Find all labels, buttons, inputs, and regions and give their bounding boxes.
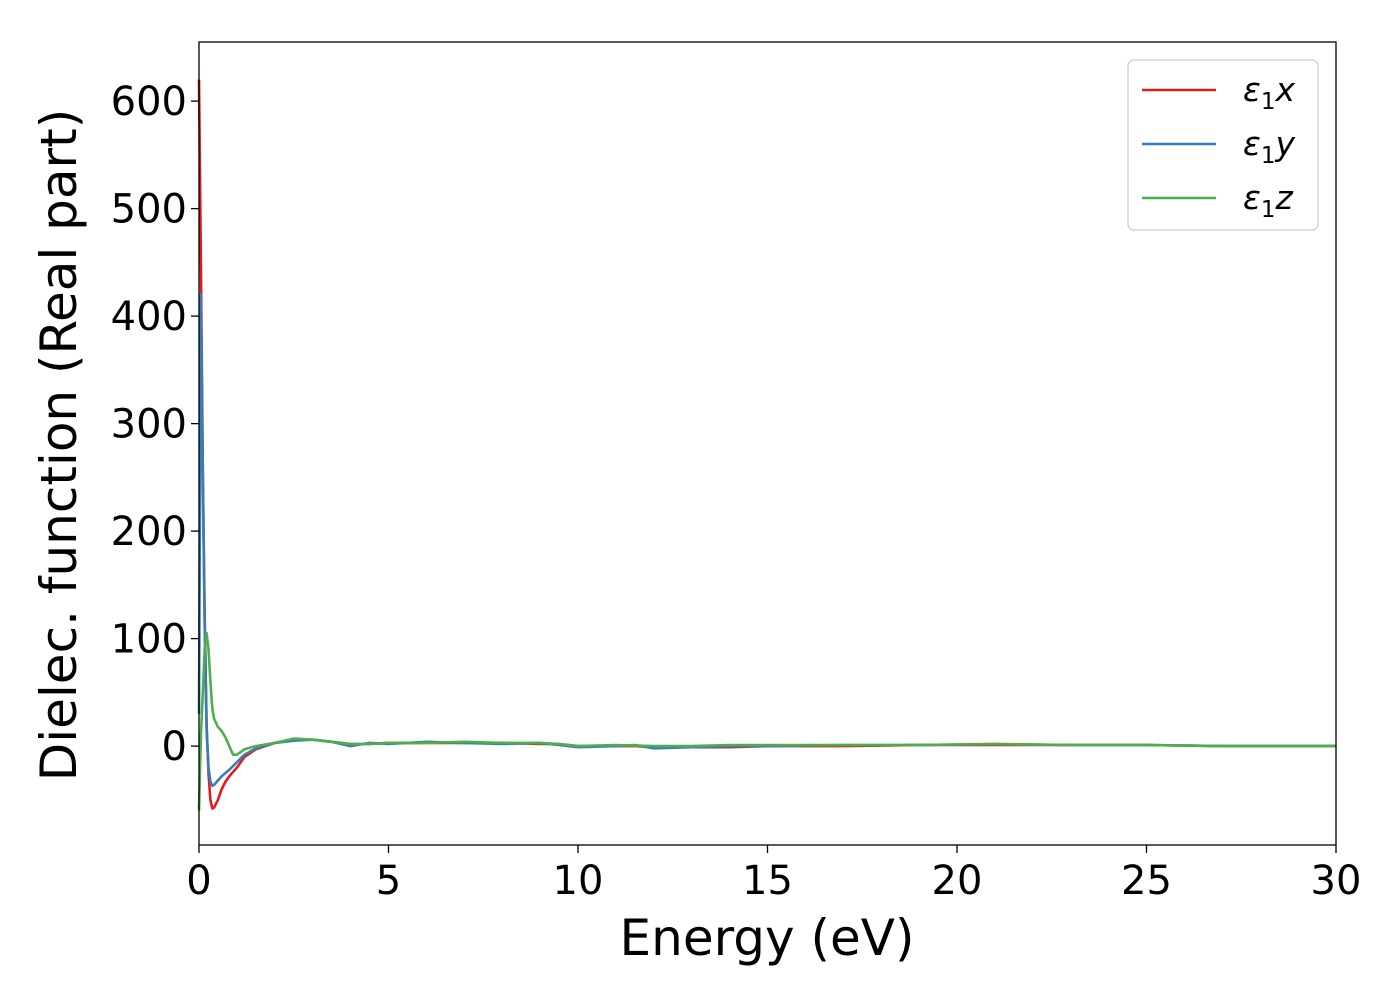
y-tick-label: 100	[111, 617, 187, 663]
x-axis-label: Energy (eV)	[620, 909, 915, 967]
series-line-y	[197, 293, 1336, 788]
plot-lines	[197, 79, 1336, 811]
y-tick-label: 200	[111, 509, 187, 555]
legend: ε1x ε1y ε1z	[1127, 59, 1319, 231]
legend-label-z: ε1z	[1243, 178, 1293, 223]
y-tick-label: 0	[162, 724, 187, 770]
series-line-z	[197, 631, 1336, 811]
x-tick-label: 0	[186, 858, 211, 904]
x-axis-ticks: 0 5 10 15 20 25 30	[186, 845, 1361, 904]
y-axis-label: Dielec. function (Real part)	[30, 109, 88, 781]
x-tick-label: 15	[742, 858, 793, 904]
x-tick-label: 30	[1311, 858, 1362, 904]
x-tick-label: 20	[932, 858, 983, 904]
legend-label-y: ε1y	[1243, 124, 1295, 169]
x-tick-label: 10	[553, 858, 604, 904]
y-tick-label: 400	[111, 294, 187, 340]
legend-label-x: ε1x	[1243, 70, 1295, 115]
y-axis-ticks: 0 100 200 300 400 500 600	[111, 79, 199, 770]
legend-box	[1127, 59, 1319, 231]
y-tick-label: 500	[111, 187, 187, 233]
x-tick-label: 5	[376, 858, 401, 904]
x-tick-label: 25	[1121, 858, 1172, 904]
y-tick-label: 300	[111, 402, 187, 448]
y-tick-label: 600	[111, 79, 187, 125]
